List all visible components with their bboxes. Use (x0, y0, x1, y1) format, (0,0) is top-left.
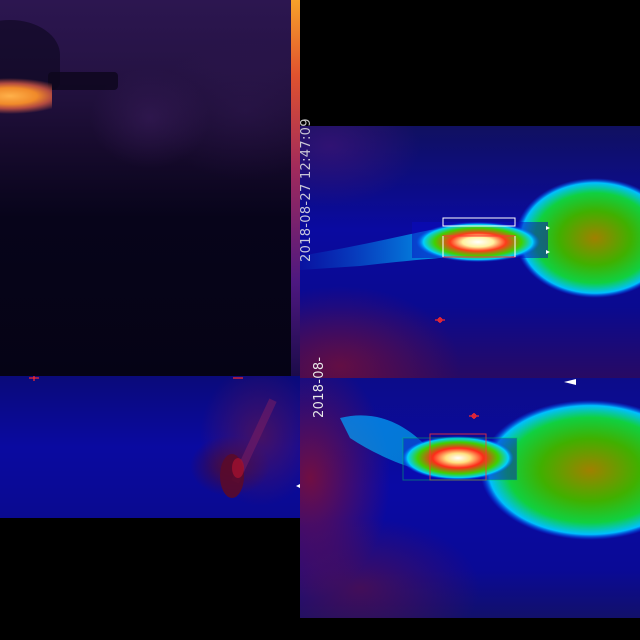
color-scale-bar (291, 0, 300, 376)
timestamp-text: 2018-08-27 12:47:09 (299, 118, 314, 262)
thermal-frame-ironbow (0, 0, 300, 376)
crosshair-icon (469, 413, 479, 419)
shelf-silhouette (48, 72, 118, 90)
arrow-marker-icon (546, 250, 550, 254)
timestamp-text: 2018-08- (312, 356, 327, 418)
thermal-frame-rainbow-left (0, 376, 300, 518)
rainbow-lower-overlay (340, 379, 640, 540)
warm-region (480, 400, 640, 540)
cold-object-core (232, 458, 244, 478)
warm-region (515, 178, 640, 298)
roi-frame (402, 437, 518, 481)
rainbow-left-overlay (29, 376, 300, 498)
arrow-marker-icon (564, 379, 576, 385)
thermal-frame-rainbow-upper (300, 126, 640, 384)
crosshair-icon (435, 317, 445, 323)
frame-timestamp-lower: 2018-08- (312, 357, 327, 418)
arrow-marker-icon (546, 226, 550, 230)
detection-box-outer (442, 217, 516, 227)
rainbow-upper-overlay (300, 178, 640, 323)
hot-region (402, 436, 514, 480)
crosshair-icon (29, 376, 39, 381)
hot-spot (0, 78, 52, 114)
frame-timestamp-upper: 2018-08-27 12:47:09 (299, 118, 314, 262)
hot-region (416, 222, 540, 262)
thermal-frame-rainbow-lower (300, 378, 640, 618)
arrow-marker-icon (296, 484, 300, 488)
